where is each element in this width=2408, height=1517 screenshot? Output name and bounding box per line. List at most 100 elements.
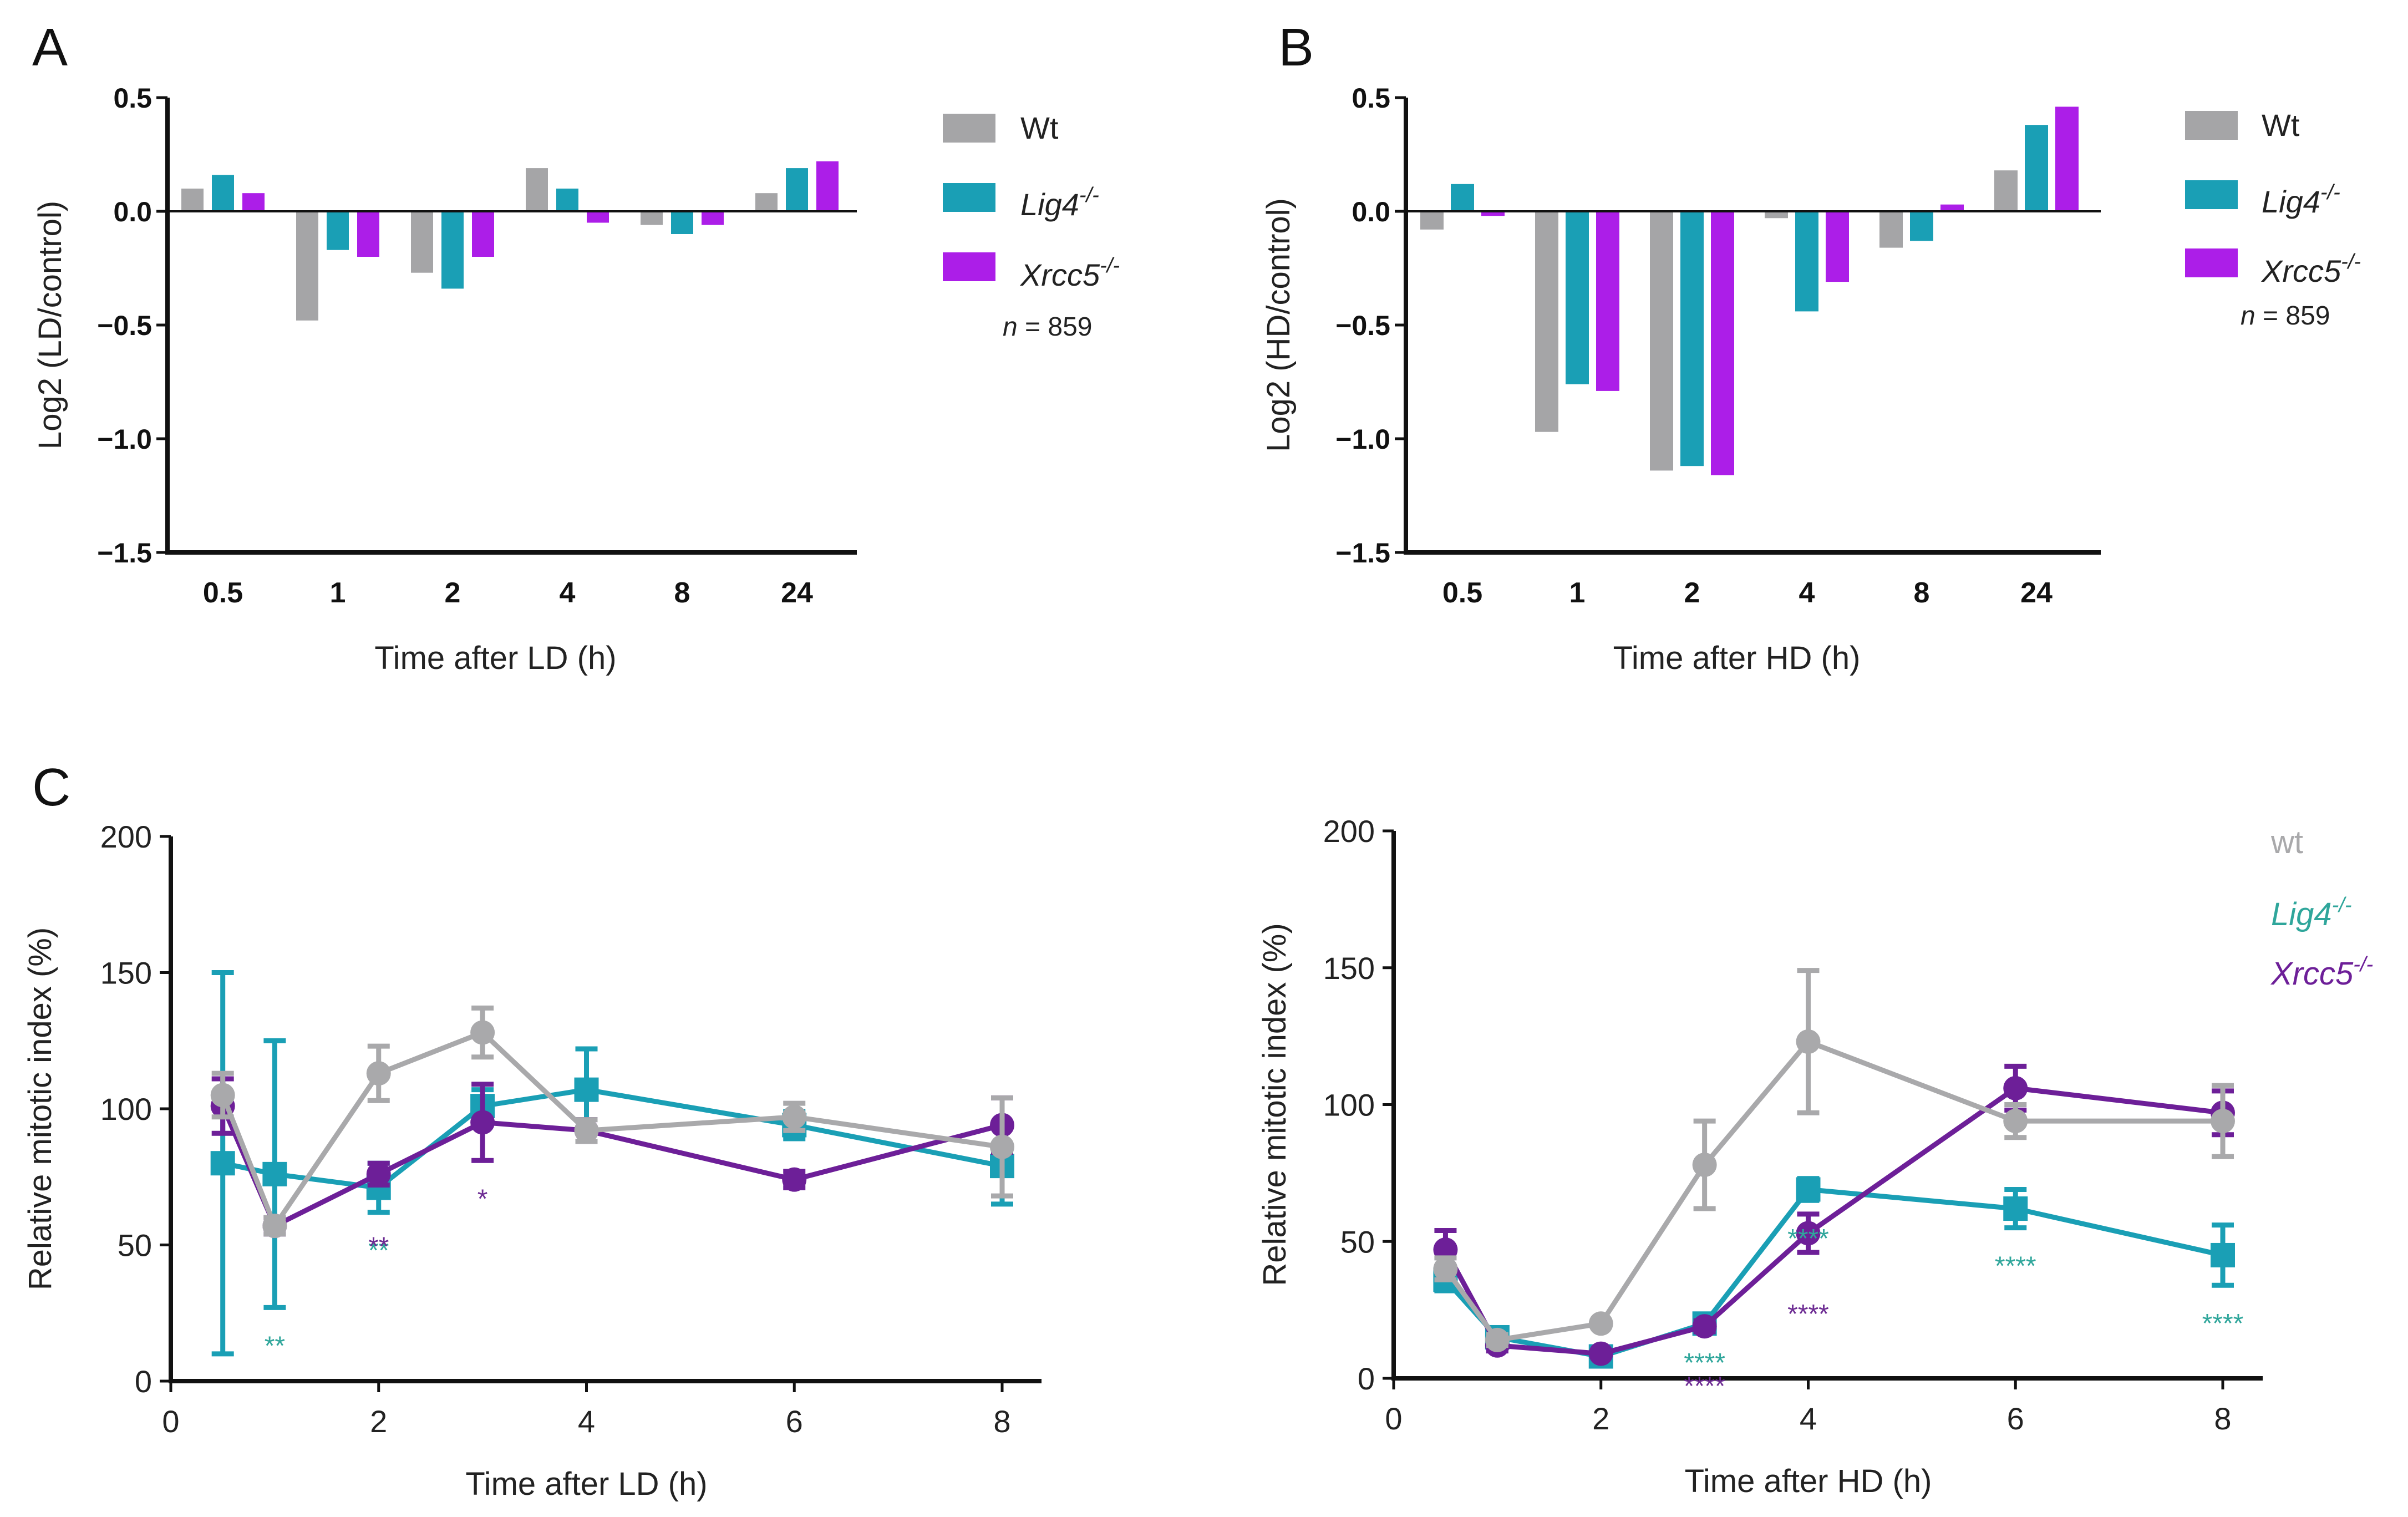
y-tick-label-A-4: −1.5 xyxy=(97,537,152,569)
bar-B-2-4 xyxy=(1940,204,1964,211)
y-tick-label-B-3: −1.0 xyxy=(1335,424,1390,455)
bar-A-0-3 xyxy=(526,168,548,211)
bar-B-0-2 xyxy=(1650,211,1673,471)
legend-a-swatch-xrcc5 xyxy=(943,252,995,281)
legend-c-xrcc5-gene: Xrcc5 xyxy=(2270,956,2354,992)
legend-c-label-lig4: Lig4-/- xyxy=(2271,894,2352,932)
legend-a-swatch-wt xyxy=(943,114,995,143)
significance-mark-C-left-3: * xyxy=(477,1184,488,1214)
bar-A-0-4 xyxy=(641,211,663,225)
x-tick-label-C-left-2: 4 xyxy=(578,1404,595,1439)
legend-b-xrcc5-sup: -/- xyxy=(2341,250,2361,273)
legend-b-swatch-lig4 xyxy=(2185,180,2238,209)
bar-A-1-1 xyxy=(327,211,349,250)
legend-a: Wt Lig4-/- Xrcc5-/- n = 859 xyxy=(943,110,1120,342)
bar-A-2-5 xyxy=(816,161,839,211)
bar-A-0-2 xyxy=(411,211,433,273)
legend-c-xrcc5-sup: -/- xyxy=(2353,953,2373,976)
point-C-left-0-2 xyxy=(366,1061,391,1086)
legend-a-n: n = 859 xyxy=(1003,312,1093,342)
legend-a-label-xrcc5: Xrcc5-/- xyxy=(1019,254,1120,292)
point-C-right-0-5 xyxy=(2003,1109,2028,1134)
legend-a-label-lig4: Lig4-/- xyxy=(1020,184,1099,222)
legend-a-xrcc5-sup: -/- xyxy=(1100,254,1120,277)
point-C-left-2-2 xyxy=(366,1161,391,1186)
x-tick-label-C-left-4: 8 xyxy=(993,1404,1010,1439)
legend-a-n-letter: n xyxy=(1003,312,1018,342)
x-tick-label-C-right-3: 6 xyxy=(2007,1401,2024,1436)
legend-c-label-wt: wt xyxy=(2270,824,2303,860)
x-tick-label-A-3: 4 xyxy=(560,577,576,609)
bar-B-2-2 xyxy=(1711,211,1734,475)
x-axis-label-C-right: Time after HD (h) xyxy=(1685,1463,1932,1499)
bar-B-0-0 xyxy=(1420,211,1444,230)
legend-b-lig4-gene: Lig4 xyxy=(2262,184,2320,219)
bar-B-2-0 xyxy=(1481,211,1505,216)
legend-c-label-xrcc5: Xrcc5-/- xyxy=(2270,953,2373,992)
bar-B-0-3 xyxy=(1765,211,1788,219)
point-C-right-0-3 xyxy=(1692,1153,1717,1178)
y-tick-label-C-right-2: 100 xyxy=(1323,1088,1375,1123)
legend-b-label-xrcc5: Xrcc5-/- xyxy=(2260,250,2361,288)
bar-A-0-5 xyxy=(755,193,778,211)
bar-B-1-5 xyxy=(2025,125,2048,211)
significance-mark-C-left-1: ** xyxy=(368,1236,389,1266)
point-C-left-1-4 xyxy=(574,1077,599,1102)
x-tick-label-B-1: 1 xyxy=(1569,577,1586,609)
legend-b-n-value: = 859 xyxy=(2255,301,2330,331)
point-C-right-2-5 xyxy=(2003,1075,2028,1100)
y-tick-label-C-left-4: 200 xyxy=(100,819,152,854)
bar-A-2-0 xyxy=(242,193,265,211)
significance-mark-C-left-0: ** xyxy=(265,1331,285,1361)
x-axis-label-C-left: Time after LD (h) xyxy=(465,1466,707,1502)
bar-A-1-0 xyxy=(212,175,234,211)
legend-b-label-wt: Wt xyxy=(2262,108,2300,143)
y-tick-label-C-right-3: 150 xyxy=(1323,951,1375,986)
bar-A-0-0 xyxy=(181,189,204,211)
legend-a-xrcc5-gene: Xrcc5 xyxy=(1019,257,1100,292)
y-tick-label-B-1: 0.0 xyxy=(1352,196,1390,227)
point-C-left-0-0 xyxy=(210,1083,235,1108)
legend-b-n-letter: n xyxy=(2241,301,2255,331)
point-C-right-0-6 xyxy=(2211,1109,2235,1134)
legend-b-n: n = 859 xyxy=(2241,301,2330,331)
x-tick-label-C-left-1: 2 xyxy=(370,1404,387,1439)
x-tick-label-B-2: 2 xyxy=(1684,577,1700,609)
series-line-C-right-2 xyxy=(1443,1085,2223,1357)
series-line-C-left-2 xyxy=(220,1105,1003,1229)
point-C-left-1-0 xyxy=(210,1151,235,1176)
y-axis-label-C-right: Relative mitotic index (%) xyxy=(1257,923,1293,1286)
bar-B-1-0 xyxy=(1451,184,1474,211)
x-tick-label-A-4: 8 xyxy=(674,577,690,609)
x-tick-label-A-2: 2 xyxy=(445,577,461,609)
bar-A-2-3 xyxy=(587,211,609,223)
bar-B-0-1 xyxy=(1535,211,1558,432)
significance-mark-C-right-5: **** xyxy=(2202,1309,2244,1338)
y-tick-label-A-1: 0.0 xyxy=(113,196,152,227)
point-C-right-1-4 xyxy=(1796,1177,1821,1202)
x-tick-label-A-1: 1 xyxy=(330,577,346,609)
point-C-right-1-5 xyxy=(2003,1196,2028,1221)
point-C-left-0-1 xyxy=(262,1214,287,1239)
point-C-right-2-3 xyxy=(1692,1314,1717,1339)
x-tick-label-B-3: 4 xyxy=(1799,577,1815,609)
panel-label-b: B xyxy=(1278,18,1314,77)
point-C-right-2-2 xyxy=(1588,1341,1613,1366)
bar-B-1-2 xyxy=(1680,211,1704,466)
significance-mark-C-right-2: **** xyxy=(1787,1224,1829,1254)
bar-A-1-4 xyxy=(671,211,693,234)
y-tick-label-B-0: 0.5 xyxy=(1352,83,1390,114)
y-tick-label-B-4: −1.5 xyxy=(1335,537,1390,569)
legend-b-swatch-xrcc5 xyxy=(2185,248,2238,277)
legend-b-swatch-wt xyxy=(2185,111,2238,140)
y-tick-label-C-left-0: 0 xyxy=(135,1364,152,1399)
x-tick-label-C-right-1: 2 xyxy=(1592,1401,1609,1436)
legend-a-swatch-lig4 xyxy=(943,183,995,212)
point-C-right-0-1 xyxy=(1485,1327,1510,1352)
bar-A-2-4 xyxy=(702,211,724,225)
legend-a-label-wt: Wt xyxy=(1020,110,1059,145)
bar-B-2-5 xyxy=(2055,106,2079,211)
significance-mark-C-right-4: **** xyxy=(1995,1252,2036,1281)
